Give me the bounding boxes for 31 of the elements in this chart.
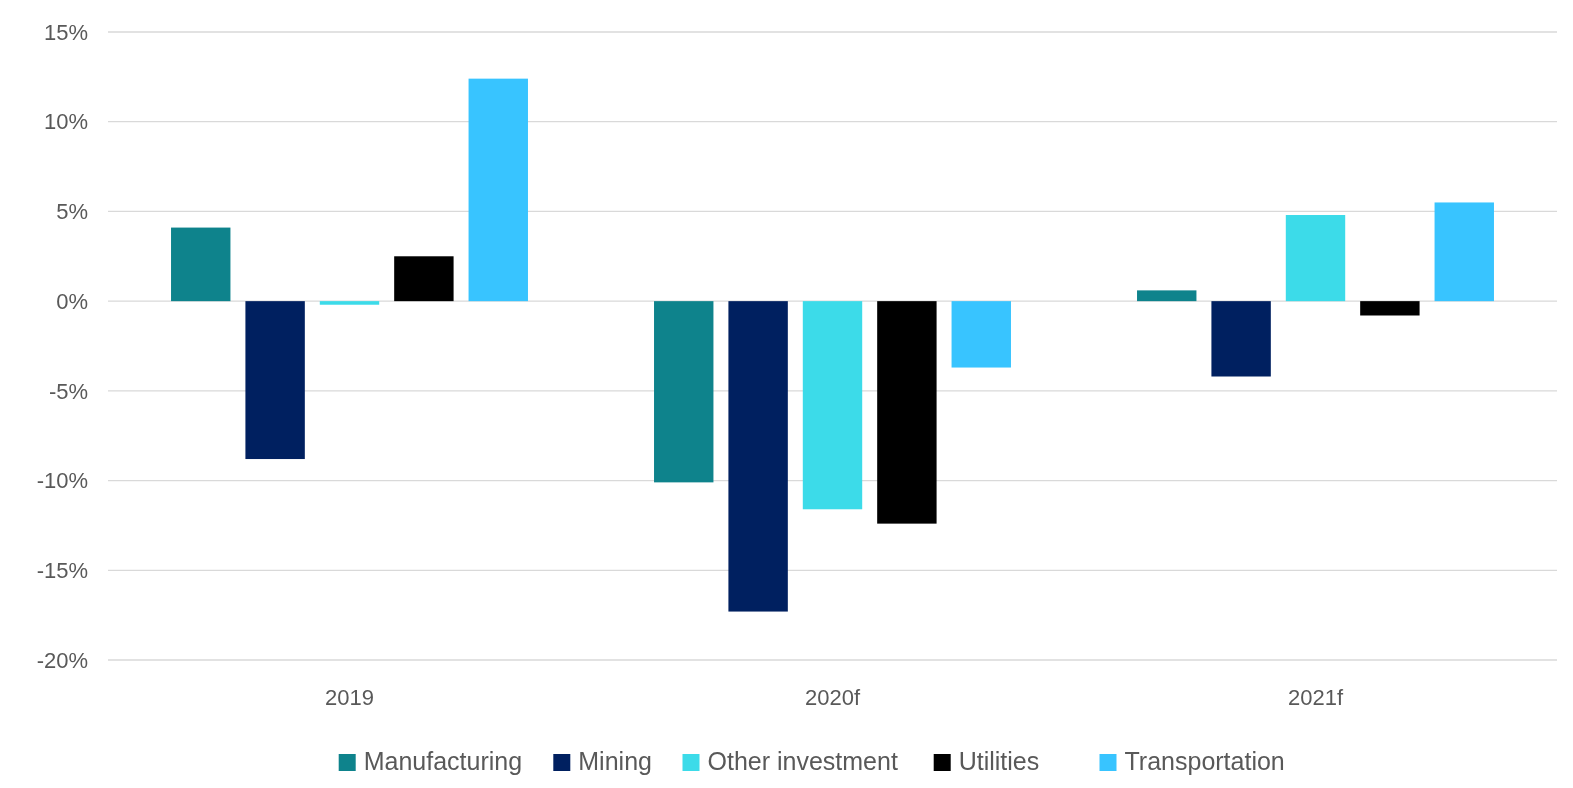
bar [728, 301, 788, 612]
bar [1360, 301, 1420, 316]
legend-label: Utilities [958, 747, 1040, 775]
y-tick-label: 0% [56, 288, 88, 314]
y-tick-label: -5% [48, 378, 88, 404]
bar [951, 301, 1011, 368]
legend-label: Mining [578, 747, 652, 775]
y-tick-label: 10% [43, 109, 88, 135]
bar [877, 301, 937, 524]
bar [654, 301, 714, 483]
legend-label: Transportation [1124, 747, 1285, 775]
y-tick-label: 5% [56, 199, 88, 225]
x-tick-label: 2021f [1287, 685, 1344, 710]
bar [394, 256, 454, 302]
bar [319, 301, 380, 305]
y-tick-label: -20% [36, 647, 88, 673]
bar [1434, 202, 1494, 302]
bar [802, 301, 863, 510]
y-tick-label: 15% [43, 19, 88, 45]
bar [171, 227, 231, 302]
bar [245, 301, 305, 460]
legend-label: Other investment [707, 747, 898, 775]
bar [1285, 215, 1346, 302]
legend-label: Manufacturing [363, 747, 523, 775]
bar [468, 78, 528, 302]
bar [1211, 301, 1271, 377]
bar [1137, 290, 1197, 302]
y-tick-label: -10% [36, 468, 88, 494]
x-tick-label: 2019 [325, 685, 374, 710]
y-tick-label: -15% [36, 557, 88, 583]
x-tick-label: 2020f [804, 685, 861, 710]
